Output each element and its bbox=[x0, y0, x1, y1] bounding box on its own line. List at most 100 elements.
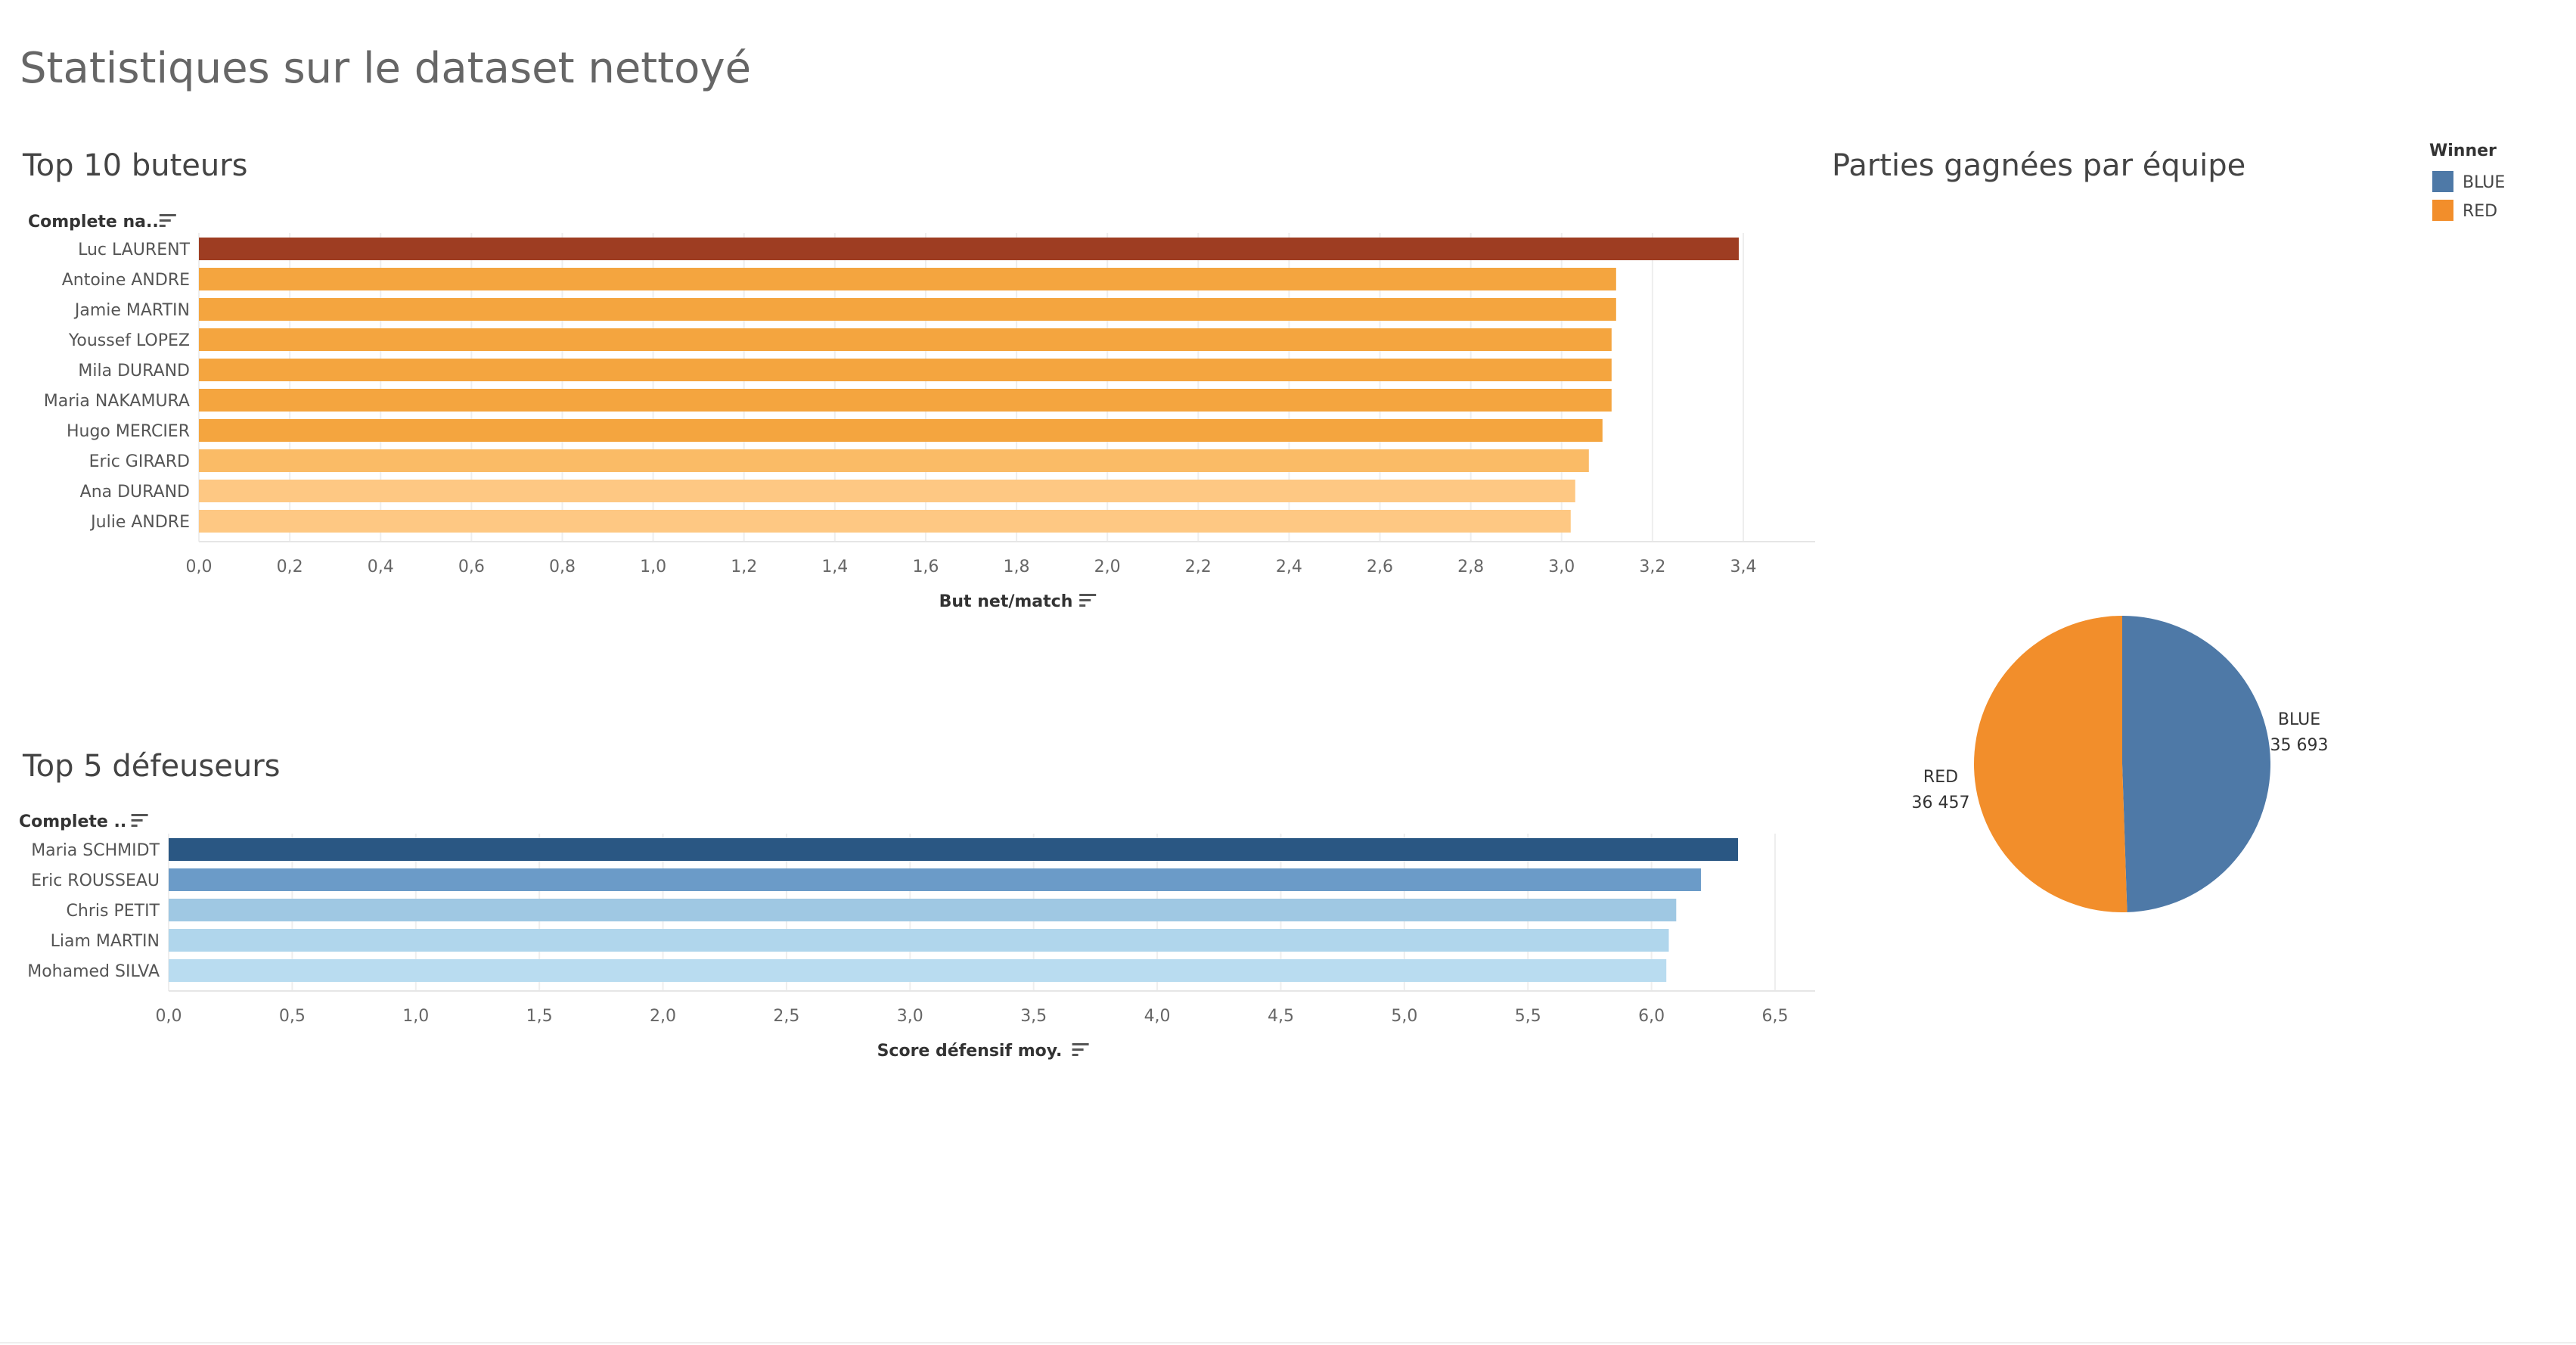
category-label: Jamie MARTIN bbox=[73, 301, 190, 320]
sort-icon-line bbox=[131, 825, 138, 827]
row-header-label[interactable]: Complete na.. bbox=[28, 213, 159, 231]
tick-label: 1,5 bbox=[526, 1007, 553, 1026]
tick-label: 2,2 bbox=[1185, 558, 1212, 576]
tick-label: 1,0 bbox=[640, 558, 666, 576]
tick-label: 0,0 bbox=[156, 1007, 182, 1026]
bar[interactable] bbox=[169, 838, 1738, 861]
tick-label: 3,2 bbox=[1639, 558, 1665, 576]
tick-label: 2,5 bbox=[773, 1007, 799, 1026]
category-label: Maria NAKAMURA bbox=[44, 392, 190, 411]
legend-swatch-red[interactable] bbox=[2432, 200, 2453, 221]
tick-label: 1,8 bbox=[1004, 558, 1030, 576]
sort-icon-line bbox=[131, 814, 148, 816]
category-label: Antoine ANDRE bbox=[62, 271, 190, 290]
sort-icon-line bbox=[159, 219, 171, 222]
row-header-label[interactable]: Complete .. bbox=[19, 812, 126, 831]
tick-label: 2,4 bbox=[1276, 558, 1302, 576]
pie-slice-red[interactable] bbox=[1974, 616, 2128, 912]
category-label: Chris PETIT bbox=[67, 902, 160, 921]
category-label: Luc LAURENT bbox=[78, 241, 190, 259]
chart-title-defenseurs: Top 5 défeuseurs bbox=[23, 749, 281, 784]
bar[interactable] bbox=[199, 238, 1739, 260]
bar-chart-buteurs: Complete na.. Luc LAURENT Antoine ANDRE Jam… bbox=[28, 213, 1815, 611]
tick-label: 1,0 bbox=[402, 1007, 429, 1026]
category-label: Maria SCHMIDT bbox=[31, 841, 160, 860]
category-label: Eric ROUSSEAU bbox=[31, 871, 160, 890]
tick-label: 1,2 bbox=[731, 558, 757, 576]
pie-value-red: 36 457 bbox=[1912, 794, 1970, 812]
legend-label-blue[interactable]: BLUE bbox=[2463, 173, 2505, 192]
bar[interactable] bbox=[199, 328, 1612, 351]
tick-label: 2,6 bbox=[1367, 558, 1393, 576]
bar[interactable] bbox=[199, 268, 1616, 290]
category-label: Liam MARTIN bbox=[51, 932, 160, 951]
legend-swatch-blue[interactable] bbox=[2432, 171, 2453, 192]
bar[interactable] bbox=[169, 868, 1701, 891]
category-label: Hugo MERCIER bbox=[67, 422, 190, 441]
sort-icon-line bbox=[159, 225, 166, 227]
x-axis-sort-icon[interactable] bbox=[1072, 1043, 1089, 1056]
tick-label: 6,5 bbox=[1762, 1007, 1789, 1026]
tick-label: 4,5 bbox=[1268, 1007, 1294, 1026]
category-label: Eric GIRARD bbox=[89, 452, 190, 471]
sort-icon-line bbox=[131, 819, 143, 822]
row-header-sort-icon[interactable] bbox=[159, 214, 176, 227]
sort-icon-line bbox=[159, 214, 176, 216]
sort-icon-line bbox=[1079, 594, 1097, 596]
pie-chart-parties: BLUE 35 693 RED 36 457 Winner BLUE RED bbox=[1912, 141, 2505, 912]
pie-value-blue: 35 693 bbox=[2270, 736, 2329, 755]
bar[interactable] bbox=[169, 929, 1669, 952]
footer-divider bbox=[0, 1342, 2576, 1343]
legend-title: Winner bbox=[2429, 141, 2497, 160]
x-axis-title[interactable]: Score défensif moy. bbox=[877, 1042, 1063, 1061]
bar[interactable] bbox=[169, 899, 1677, 921]
tick-label: 1,6 bbox=[912, 558, 939, 576]
pie-label-blue: BLUE bbox=[2278, 710, 2320, 729]
bar[interactable] bbox=[199, 480, 1575, 502]
sort-icon-line bbox=[1072, 1043, 1089, 1045]
pie-label-red: RED bbox=[1923, 768, 1958, 787]
chart-title-buteurs: Top 10 buteurs bbox=[23, 148, 248, 183]
category-label: Youssef LOPEZ bbox=[68, 331, 190, 350]
bar-chart-defenseurs: Complete .. Maria SCHMIDT Eric ROUSSEAU Chr… bbox=[19, 812, 1815, 1061]
tick-label: 2,0 bbox=[650, 1007, 676, 1026]
category-label: Mohamed SILVA bbox=[27, 962, 160, 981]
tick-label: 3,5 bbox=[1020, 1007, 1047, 1026]
tick-label: 3,4 bbox=[1730, 558, 1757, 576]
tick-label: 5,5 bbox=[1515, 1007, 1541, 1026]
tick-label: 4,0 bbox=[1144, 1007, 1171, 1026]
chart-title-parties: Parties gagnées par équipe bbox=[1832, 148, 2246, 183]
x-axis-title[interactable]: But net/match bbox=[939, 592, 1073, 611]
bar[interactable] bbox=[199, 510, 1571, 533]
tick-label: 0,5 bbox=[279, 1007, 306, 1026]
tick-label: 2,8 bbox=[1457, 558, 1484, 576]
x-axis-sort-icon[interactable] bbox=[1079, 594, 1097, 607]
tick-label: 1,4 bbox=[821, 558, 848, 576]
row-header-sort-icon[interactable] bbox=[131, 814, 148, 827]
tick-label: 3,0 bbox=[1548, 558, 1575, 576]
tick-label: 0,0 bbox=[186, 558, 213, 576]
tick-label: 3,0 bbox=[897, 1007, 923, 1026]
bar[interactable] bbox=[199, 298, 1616, 321]
sort-icon-line bbox=[1079, 604, 1086, 607]
bar[interactable] bbox=[199, 359, 1612, 381]
tick-label: 2,0 bbox=[1094, 558, 1121, 576]
bar[interactable] bbox=[199, 449, 1589, 472]
tick-label: 5,0 bbox=[1391, 1007, 1417, 1026]
pie-slice-blue[interactable] bbox=[2122, 616, 2271, 912]
bar[interactable] bbox=[169, 959, 1667, 982]
sort-icon-line bbox=[1072, 1054, 1079, 1056]
tick-label: 0,6 bbox=[458, 558, 485, 576]
category-label: Ana DURAND bbox=[80, 483, 190, 502]
tick-label: 6,0 bbox=[1638, 1007, 1665, 1026]
sort-icon-line bbox=[1079, 599, 1091, 601]
category-label: Mila DURAND bbox=[78, 362, 190, 381]
bar[interactable] bbox=[199, 419, 1603, 442]
tick-label: 0,4 bbox=[368, 558, 394, 576]
tick-label: 0,8 bbox=[549, 558, 576, 576]
dashboard-title: Statistiques sur le dataset nettoyé bbox=[20, 44, 752, 93]
category-label: Julie ANDRE bbox=[89, 513, 190, 532]
tick-label: 0,2 bbox=[277, 558, 303, 576]
bar[interactable] bbox=[199, 389, 1612, 412]
legend-label-red[interactable]: RED bbox=[2463, 202, 2497, 221]
